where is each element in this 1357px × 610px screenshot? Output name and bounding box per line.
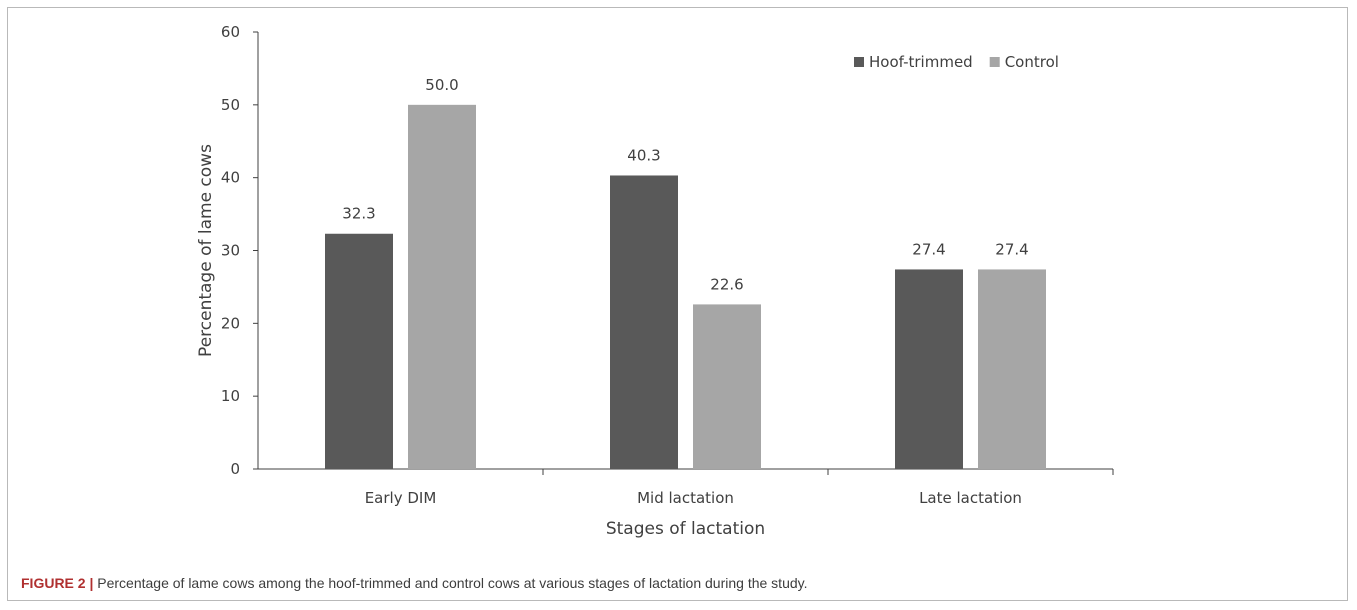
y-tick-label: 20: [221, 314, 240, 332]
y-axis-title: Percentage of lame cows: [196, 144, 216, 357]
bar-chart: 0 10 20 30 40 50 60 Early DIM 32.3 50.0 Mid lactat…: [196, 23, 1114, 539]
caption-text: Percentage of lame cows among the hoof-t…: [93, 575, 808, 591]
x-axis-title: Stages of lactation: [606, 519, 765, 539]
bar-hoof-trimmed: [895, 269, 963, 469]
y-tick-label: 40: [221, 169, 240, 187]
bar-control: [978, 269, 1046, 469]
data-label: 40.3: [627, 146, 660, 164]
caption-label: FIGURE 2 |: [21, 575, 94, 591]
data-label: 32.3: [342, 205, 375, 223]
y-tick-label: 50: [221, 96, 240, 114]
data-label: 50.0: [425, 76, 458, 94]
bar-hoof-trimmed: [325, 233, 393, 469]
bar-control: [693, 304, 761, 469]
x-tick-label: Late lactation: [919, 489, 1022, 507]
data-label: 27.4: [995, 240, 1028, 258]
legend-swatch: [989, 57, 1000, 67]
bar-hoof-trimmed: [610, 175, 678, 469]
y-tick-label: 10: [221, 387, 240, 405]
legend-label: Hoof-trimmed: [869, 53, 973, 71]
y-tick-label: 60: [221, 23, 240, 41]
data-label: 27.4: [912, 240, 945, 258]
y-tick-label: 30: [221, 242, 240, 260]
figure-caption: FIGURE 2 | Percentage of lame cows among…: [21, 575, 1341, 591]
bar-control: [408, 104, 476, 469]
x-tick-label: Mid lactation: [637, 489, 734, 507]
legend-swatch: [854, 57, 864, 67]
data-label: 22.6: [710, 275, 743, 293]
legend-label: Control: [1005, 53, 1059, 71]
x-tick-label: Early DIM: [365, 489, 437, 507]
y-tick-label: 0: [230, 460, 240, 478]
